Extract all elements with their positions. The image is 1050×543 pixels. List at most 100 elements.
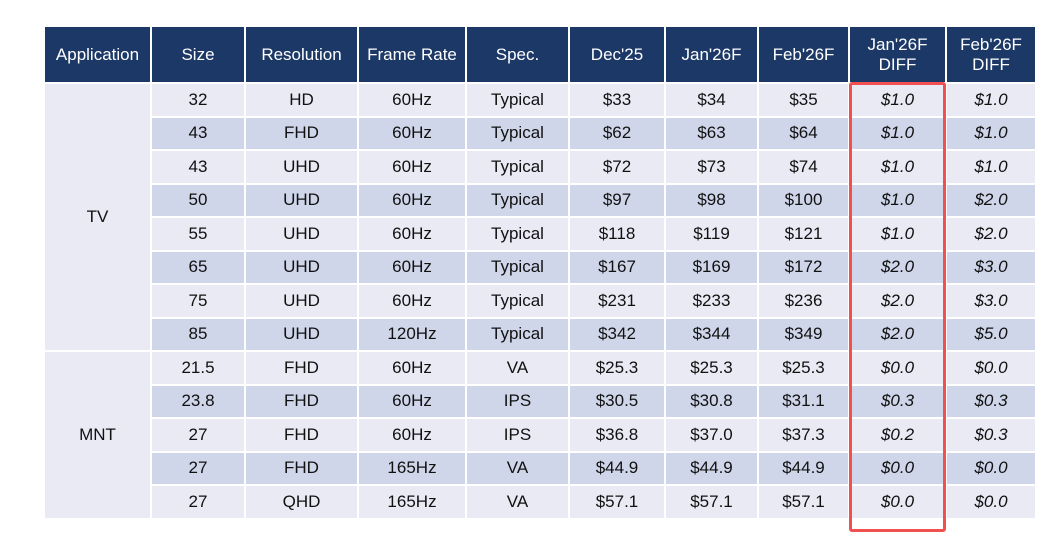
cell-dec25: $30.5	[568, 383, 666, 419]
cell-feb26f-diff: $5.0	[945, 316, 1037, 352]
cell-dec25: $342	[568, 316, 666, 352]
cell-jan26f-diff: $2.0	[848, 249, 947, 285]
header-size: Size	[150, 25, 246, 84]
cell-frame-rate: 165Hz	[357, 484, 467, 520]
cell-feb26f: $236	[757, 283, 850, 319]
cell-jan26f: $34	[664, 82, 759, 118]
cell-dec25: $72	[568, 149, 666, 185]
cell-spec: Typical	[465, 316, 570, 352]
cell-jan26f-diff: $0.2	[848, 417, 947, 453]
cell-jan26f-diff: $0.0	[848, 350, 947, 386]
cell-frame-rate: 120Hz	[357, 316, 467, 352]
table-row: 27 QHD 165Hz VA $57.1 $57.1 $57.1 $0.0 $0.0	[44, 484, 1037, 520]
cell-jan26f: $37.0	[664, 417, 759, 453]
cell-resolution: UHD	[244, 216, 359, 252]
cell-feb26f-diff: $2.0	[945, 216, 1037, 252]
header-jan26f-diff: Jan'26F DIFF	[848, 25, 947, 84]
header-row: Application Size Resolution Frame Rate Spec.…	[43, 25, 1037, 84]
cell-frame-rate: 60Hz	[357, 216, 467, 252]
cell-resolution: HD	[244, 82, 359, 118]
cell-spec: Typical	[465, 216, 570, 252]
table-row: 43 FHD 60Hz Typical $62 $63 $64 $1.0 $1.0	[44, 115, 1037, 151]
cell-resolution: FHD	[244, 417, 359, 453]
cell-jan26f-diff: $1.0	[848, 115, 947, 151]
cell-spec: VA	[465, 450, 570, 486]
cell-feb26f: $349	[757, 316, 850, 352]
cell-resolution: FHD	[244, 383, 359, 419]
cell-feb26f: $44.9	[757, 450, 850, 486]
cell-jan26f: $98	[664, 182, 759, 218]
cell-jan26f: $63	[664, 115, 759, 151]
header-spec: Spec.	[465, 25, 570, 84]
header-resolution: Resolution	[244, 25, 359, 84]
cell-frame-rate: 60Hz	[357, 283, 467, 319]
cell-jan26f: $344	[664, 316, 759, 352]
table-row: TV 32 HD 60Hz Typical $33 $34 $35 $1.0 $1.0	[43, 82, 1037, 352]
cell-feb26f: $57.1	[757, 484, 850, 520]
cell-feb26f-diff: $0.3	[945, 417, 1037, 453]
cell-jan26f-diff: $1.0	[848, 216, 947, 252]
header-dec25: Dec'25	[568, 25, 666, 84]
cell-jan26f-diff: $0.0	[848, 484, 947, 520]
cell-jan26f-diff: $0.3	[848, 383, 947, 419]
cell-resolution: QHD	[244, 484, 359, 520]
cell-feb26f-diff: $1.0	[945, 115, 1037, 151]
cell-feb26f-diff: $1.0	[945, 82, 1037, 118]
cell-dec25: $57.1	[568, 484, 666, 520]
cell-dec25: $25.3	[568, 350, 666, 386]
cell-jan26f: $30.8	[664, 383, 759, 419]
cell-feb26f-diff: $0.0	[945, 450, 1037, 486]
cell-resolution: UHD	[244, 283, 359, 319]
cell-spec: IPS	[465, 417, 570, 453]
cell-size: 75	[150, 283, 246, 319]
cell-spec: VA	[465, 484, 570, 520]
cell-spec: IPS	[465, 383, 570, 419]
cell-frame-rate: 60Hz	[357, 115, 467, 151]
cell-size: 50	[150, 182, 246, 218]
cell-frame-rate: 60Hz	[357, 249, 467, 285]
cell-size: 65	[150, 249, 246, 285]
cell-feb26f: $172	[757, 249, 850, 285]
cell-feb26f: $100	[757, 182, 850, 218]
cell-frame-rate: 60Hz	[357, 383, 467, 419]
cell-application: MNT	[43, 350, 152, 520]
cell-feb26f-diff: $0.3	[945, 383, 1037, 419]
cell-jan26f: $233	[664, 283, 759, 319]
cell-feb26f: $74	[757, 149, 850, 185]
cell-spec: Typical	[465, 82, 570, 118]
cell-spec: Typical	[465, 182, 570, 218]
cell-jan26f-diff: $2.0	[848, 283, 947, 319]
table-row: 85 UHD 120Hz Typical $342 $344 $349 $2.0 $5.0	[44, 316, 1037, 352]
cell-application: TV	[43, 82, 152, 352]
cell-resolution: UHD	[244, 149, 359, 185]
cell-size: 23.8	[150, 383, 246, 419]
cell-dec25: $36.8	[568, 417, 666, 453]
table-row: 50 UHD 60Hz Typical $97 $98 $100 $1.0 $2.0	[44, 182, 1037, 218]
cell-spec: Typical	[465, 283, 570, 319]
cell-size: 43	[150, 115, 246, 151]
cell-feb26f: $25.3	[757, 350, 850, 386]
cell-feb26f-diff: $0.0	[945, 484, 1037, 520]
cell-feb26f: $31.1	[757, 383, 850, 419]
cell-size: 27	[150, 450, 246, 486]
cell-spec: Typical	[465, 249, 570, 285]
cell-spec: Typical	[465, 115, 570, 151]
cell-dec25: $118	[568, 216, 666, 252]
cell-frame-rate: 165Hz	[357, 450, 467, 486]
table-row: 23.8 FHD 60Hz IPS $30.5 $30.8 $31.1 $0.3 $0.3	[44, 383, 1037, 419]
cell-jan26f-diff: $0.0	[848, 450, 947, 486]
cell-jan26f: $44.9	[664, 450, 759, 486]
cell-frame-rate: 60Hz	[357, 182, 467, 218]
cell-size: 27	[150, 484, 246, 520]
cell-resolution: UHD	[244, 316, 359, 352]
header-feb26f-diff: Feb'26F DIFF	[945, 25, 1037, 84]
cell-frame-rate: 60Hz	[357, 350, 467, 386]
cell-jan26f: $169	[664, 249, 759, 285]
cell-frame-rate: 60Hz	[357, 417, 467, 453]
cell-jan26f: $25.3	[664, 350, 759, 386]
cell-size: 43	[150, 149, 246, 185]
table-row: 27 FHD 60Hz IPS $36.8 $37.0 $37.3 $0.2 $0.3	[44, 417, 1037, 453]
cell-size: 27	[150, 417, 246, 453]
cell-feb26f: $121	[757, 216, 850, 252]
cell-size: 55	[150, 216, 246, 252]
